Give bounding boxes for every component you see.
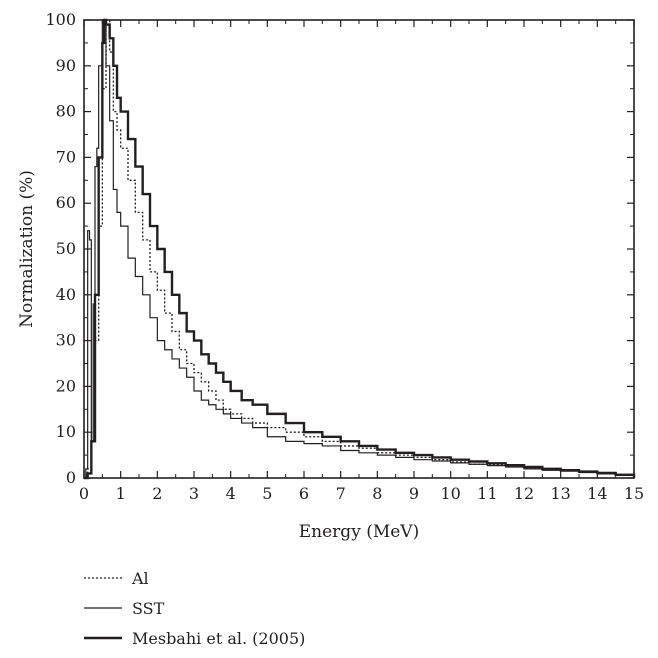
y-tick-label: 70 [56, 147, 76, 166]
x-tick-label: 4 [226, 484, 236, 503]
x-tick-label: 10 [440, 484, 460, 503]
y-tick-label: 40 [56, 285, 76, 304]
x-tick-label: 7 [336, 484, 346, 503]
series-line-1 [84, 19, 635, 479]
x-tick-label: 1 [116, 484, 126, 503]
legend: Al SST Mesbahi et al. (2005) [84, 569, 305, 648]
x-tick-label: 14 [587, 484, 607, 503]
y-tick-label: 90 [56, 56, 76, 75]
y-tick-label: 10 [56, 422, 76, 441]
y-tick-labels: 0 10 20 30 40 50 60 70 80 90 100 [45, 10, 76, 487]
x-tick-label: 3 [189, 484, 199, 503]
series-layer [84, 18, 636, 480]
x-axis-title: Energy (MeV) [299, 522, 419, 542]
x-tick-label: 13 [550, 484, 570, 503]
tick-marks [83, 19, 635, 479]
y-tick-label: 20 [56, 376, 76, 395]
x-tick-label: 5 [262, 484, 272, 503]
y-tick-label: 100 [45, 10, 76, 29]
series-line-0 [84, 19, 635, 479]
y-tick-label: 50 [56, 239, 76, 258]
x-tick-label: 15 [624, 484, 644, 503]
y-tick-label: 80 [56, 102, 76, 121]
x-tick-label: 12 [514, 484, 534, 503]
y-tick-label: 0 [66, 468, 76, 487]
legend-label-mesbahi: Mesbahi et al. (2005) [132, 629, 305, 648]
x-tick-label: 2 [152, 484, 162, 503]
x-tick-labels: 0 1 2 3 4 5 6 7 8 9 10 11 12 13 14 15 [79, 484, 644, 503]
y-tick-label: 60 [56, 193, 76, 212]
x-tick-label: 8 [372, 484, 382, 503]
x-tick-label: 9 [409, 484, 419, 503]
y-axis-title: Normalization (%) [17, 170, 37, 328]
series-line-2 [84, 18, 636, 480]
y-tick-label: 30 [56, 331, 76, 350]
plot-frame [83, 19, 635, 479]
legend-label-al: Al [131, 569, 149, 588]
legend-label-sst: SST [132, 599, 165, 618]
x-tick-label: 11 [477, 484, 497, 503]
x-tick-label: 6 [299, 484, 309, 503]
x-tick-label: 0 [79, 484, 89, 503]
